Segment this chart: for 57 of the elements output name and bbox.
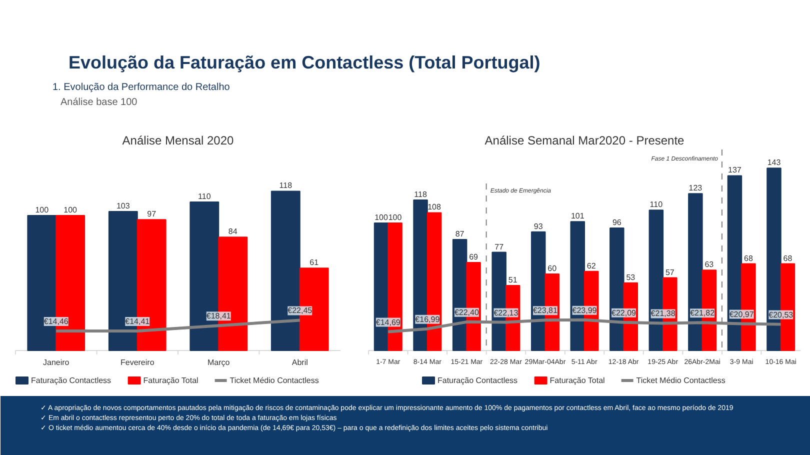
data-label: 100 bbox=[374, 212, 388, 222]
data-label: 96 bbox=[612, 218, 622, 228]
data-label: 97 bbox=[147, 210, 157, 219]
data-label: 100 bbox=[64, 206, 78, 215]
data-label: 77 bbox=[494, 242, 504, 252]
data-label: €21,82 bbox=[690, 308, 716, 318]
data-label: 100 bbox=[35, 206, 50, 215]
data-label: €16,99 bbox=[415, 314, 440, 324]
legend-label: Ticket Médio Contactless bbox=[230, 376, 319, 385]
data-label: 93 bbox=[534, 222, 544, 231]
data-label: 51 bbox=[508, 275, 518, 284]
data-label: 68 bbox=[744, 254, 754, 263]
legend-label: Faturação Total bbox=[143, 376, 199, 385]
data-label: 110 bbox=[650, 200, 664, 210]
data-label: 62 bbox=[586, 261, 596, 270]
chart-title: Análise Mensal 2020 bbox=[122, 134, 234, 148]
x-tick-label: Março bbox=[208, 358, 230, 367]
data-label: €14,41 bbox=[125, 317, 150, 326]
data-label: €22,45 bbox=[288, 306, 313, 316]
legend-label: Faturação Contactless bbox=[31, 376, 112, 385]
data-label: 118 bbox=[279, 181, 293, 190]
x-tick-label: Abril bbox=[292, 358, 308, 367]
data-label: €14,69 bbox=[376, 318, 401, 327]
text: Análise base 100 bbox=[60, 97, 138, 108]
data-label: 118 bbox=[414, 190, 428, 199]
data-label: €23,81 bbox=[532, 306, 558, 316]
data-label: 61 bbox=[310, 258, 320, 268]
x-tick-label: Janeiro bbox=[43, 358, 70, 367]
data-label: €20,97 bbox=[729, 310, 754, 319]
data-label: 87 bbox=[455, 230, 465, 239]
data-label: 101 bbox=[570, 212, 585, 221]
data-label: 143 bbox=[767, 158, 782, 168]
data-label: 100 bbox=[388, 212, 402, 222]
data-label: €20,53 bbox=[768, 310, 794, 320]
data-label: 69 bbox=[469, 252, 479, 262]
data-label: €14,46 bbox=[44, 316, 69, 326]
text: Evolução da Faturação em Contactless (Total Portugal) bbox=[68, 52, 540, 72]
data-label: €22,09 bbox=[612, 308, 637, 318]
chart-title: Análise Semanal Mar2020 - Presente bbox=[484, 134, 685, 148]
text: 1. Evolução da Performance do Retalho bbox=[52, 82, 230, 93]
data-label: 60 bbox=[548, 264, 558, 273]
data-label: 123 bbox=[688, 184, 703, 193]
data-label: 53 bbox=[626, 272, 636, 282]
data-label: €18,41 bbox=[206, 312, 232, 321]
legend-label: Faturação Total bbox=[550, 376, 606, 385]
legend-label: Faturação Contactless bbox=[438, 376, 518, 385]
data-label: 57 bbox=[665, 268, 675, 277]
legend-label: Ticket Médio Contactless bbox=[636, 376, 726, 385]
data-label: €22,40 bbox=[454, 308, 480, 317]
x-tick-label: Fevereiro bbox=[120, 358, 155, 367]
data-label: 63 bbox=[704, 260, 714, 270]
data-label: 84 bbox=[228, 227, 238, 236]
data-label: 68 bbox=[783, 254, 793, 263]
data-label: 110 bbox=[198, 192, 212, 202]
data-label: 137 bbox=[728, 166, 742, 175]
data-label: 108 bbox=[428, 202, 442, 212]
data-label: 103 bbox=[116, 201, 130, 210]
